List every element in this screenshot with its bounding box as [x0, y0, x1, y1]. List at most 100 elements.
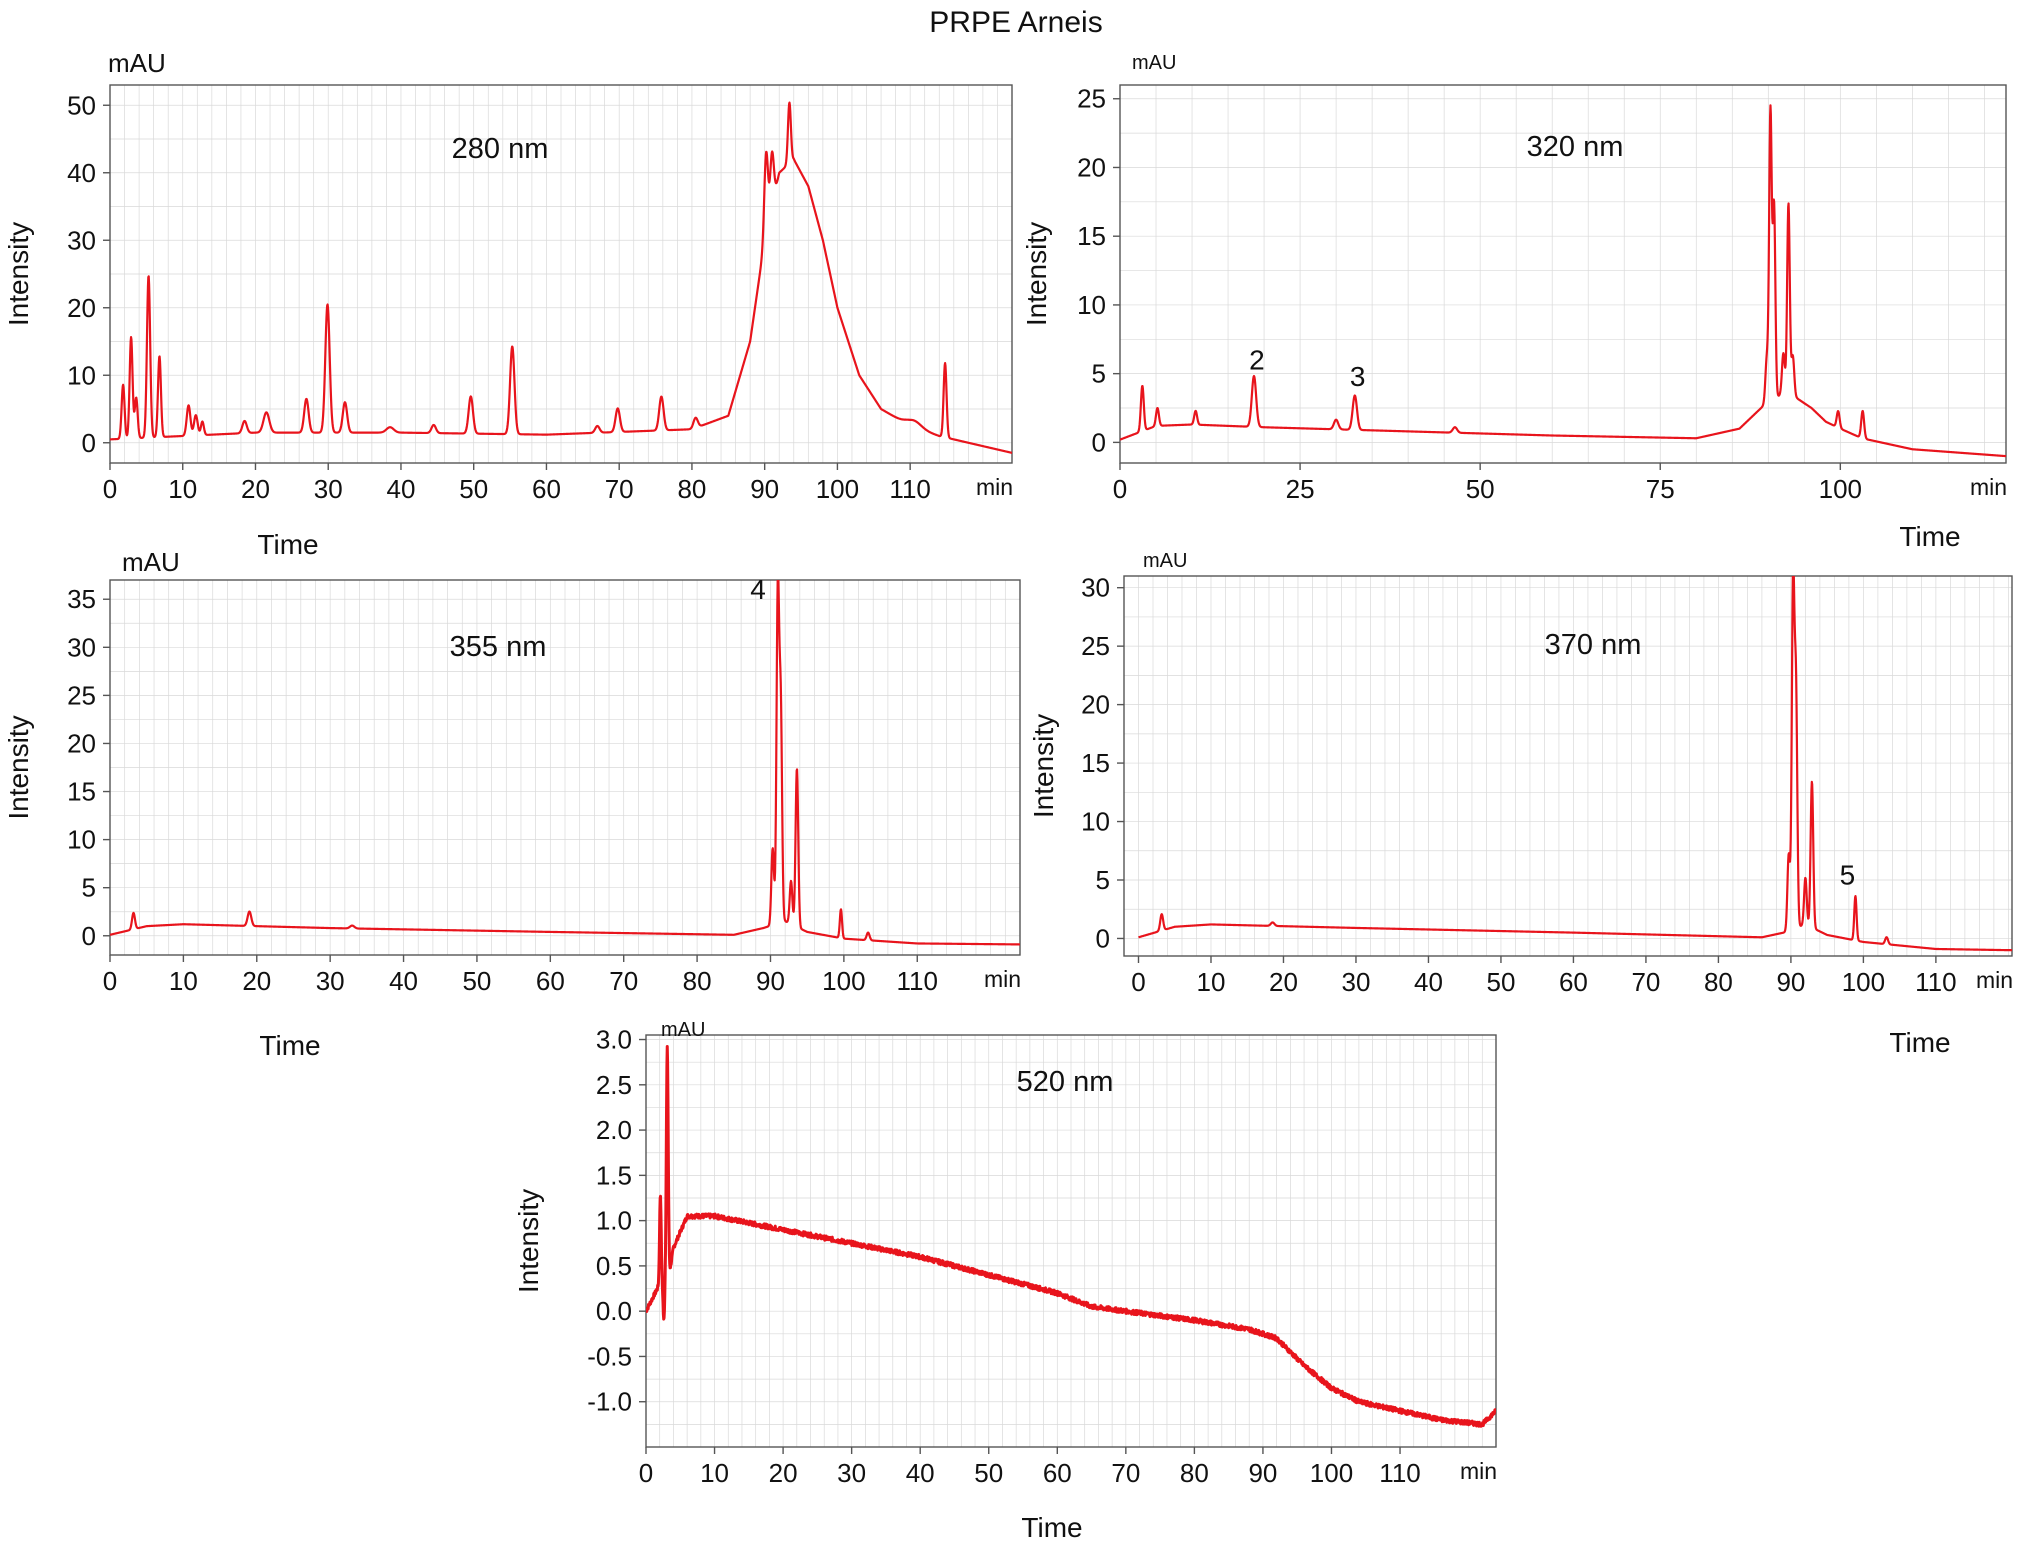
y-tick-label: 15 — [1081, 748, 1110, 778]
figure-title: PRPE Arneis — [929, 6, 1103, 39]
chart-panel-5: 0 10 20 30 40 50 60 70 80 90 100 110 min -1.0 -0.5 0.0 0… — [513, 1019, 1497, 1543]
y-tick-label: 10 — [67, 825, 96, 855]
y-tick-label: 20 — [1081, 690, 1110, 720]
x-unit-label: min — [1976, 967, 2013, 993]
x-tick-label: 110 — [1915, 967, 1956, 997]
y-unit-label: mAU — [1143, 550, 1187, 572]
y-unit-label: mAU — [1132, 52, 1176, 74]
x-tick-label: 0 — [103, 966, 117, 996]
y-tick-label: 0 — [1096, 923, 1110, 953]
x-tick-label: 10 — [169, 966, 198, 996]
panel-title: 520 nm — [1017, 1066, 1114, 1098]
x-tick-label: 90 — [1248, 1458, 1277, 1488]
x-tick-label: 100 — [816, 474, 859, 504]
y-unit-label: mAU — [661, 1019, 705, 1041]
y-tick-label: 20 — [67, 728, 96, 758]
x-unit-label: min — [984, 966, 1021, 992]
y-tick-label: 20 — [1077, 152, 1106, 182]
chromatogram-trace — [1120, 104, 2006, 458]
y-tick-label: 3.0 — [596, 1025, 632, 1055]
y-tick-label: 40 — [67, 158, 96, 188]
x-tick-label: 80 — [683, 966, 712, 996]
peak-annotation: 2 — [1249, 345, 1265, 376]
x-tick-label: 30 — [314, 474, 343, 504]
y-tick-label: 0 — [82, 921, 96, 951]
y-tick-label: 30 — [1081, 573, 1110, 603]
y-tick-label: 30 — [67, 225, 96, 255]
x-axis-label: Time — [1889, 1027, 1950, 1058]
y-tick-label: 10 — [1077, 290, 1106, 320]
chromatogram-trace — [646, 1045, 1496, 1428]
y-tick-label: 25 — [1077, 84, 1106, 114]
x-tick-label: 90 — [1776, 967, 1805, 997]
x-tick-label: 10 — [700, 1458, 729, 1488]
x-tick-label: 40 — [387, 474, 416, 504]
x-tick-label: 100 — [1842, 967, 1885, 997]
chromatogram-trace — [110, 101, 1012, 454]
x-tick-label: 60 — [1559, 967, 1588, 997]
y-axis-label: Intensity — [1021, 222, 1052, 326]
x-tick-label: 10 — [168, 474, 197, 504]
y-tick-label: 5 — [1092, 359, 1106, 389]
y-axis-label: Intensity — [3, 715, 34, 819]
peak-annotation: 4 — [750, 574, 766, 605]
x-tick-label: 50 — [974, 1458, 1003, 1488]
x-tick-label: 90 — [756, 966, 785, 996]
plot-frame — [1123, 575, 2013, 957]
x-unit-label: min — [1970, 474, 2007, 500]
x-tick-label: 60 — [532, 474, 561, 504]
x-tick-label: 70 — [609, 966, 638, 996]
x-tick-label: 40 — [906, 1458, 935, 1488]
x-tick-label: 20 — [241, 474, 270, 504]
x-tick-label: 70 — [605, 474, 634, 504]
y-tick-label: -0.5 — [587, 1341, 632, 1371]
x-tick-label: 50 — [459, 474, 488, 504]
x-tick-label: 80 — [1704, 967, 1733, 997]
chromatogram-trace — [1137, 576, 2012, 952]
panel-title: 280 nm — [452, 133, 549, 165]
chart-panel-1: 0 10 20 30 40 50 60 70 80 90 100 110 min 0 10 20 30 40 50 m… — [3, 48, 1013, 560]
plot-frame — [109, 579, 1021, 956]
x-tick-label: 20 — [769, 1458, 798, 1488]
y-tick-label: 20 — [67, 293, 96, 323]
x-tick-label: 40 — [1414, 967, 1443, 997]
y-tick-label: 0 — [82, 428, 96, 458]
panel-title: 370 nm — [1545, 629, 1642, 661]
x-tick-label: 0 — [1131, 967, 1145, 997]
y-tick-label: 25 — [67, 680, 96, 710]
x-tick-label: 80 — [677, 474, 706, 504]
chart-panel-4: 0 10 20 30 40 50 60 70 80 90 100 110 min 0 5 10 15 20 25 30… — [1028, 550, 2013, 1058]
x-tick-label: 60 — [1043, 1458, 1072, 1488]
y-tick-label: 50 — [67, 90, 96, 120]
x-tick-label: 110 — [897, 966, 938, 996]
x-axis-label: Time — [259, 1030, 320, 1061]
plot-frame — [645, 1034, 1497, 1448]
peak-annotation: 3 — [1350, 361, 1366, 392]
y-tick-label: 0.5 — [596, 1251, 632, 1281]
x-tick-label: 100 — [1819, 474, 1862, 504]
x-tick-label: 50 — [1466, 474, 1495, 504]
y-tick-label: 35 — [67, 584, 96, 614]
y-tick-label: 15 — [1077, 221, 1106, 251]
x-tick-label: 20 — [1269, 967, 1298, 997]
x-tick-label: 100 — [1310, 1458, 1353, 1488]
x-tick-label: 60 — [536, 966, 565, 996]
x-tick-label: 30 — [316, 966, 345, 996]
x-tick-label: 30 — [837, 1458, 866, 1488]
y-tick-label: -1.0 — [587, 1387, 632, 1417]
chromatogram-trace — [110, 580, 1020, 946]
x-tick-label: 20 — [242, 966, 271, 996]
x-tick-label: 0 — [639, 1458, 653, 1488]
y-tick-label: 10 — [67, 360, 96, 390]
y-tick-label: 30 — [67, 632, 96, 662]
x-tick-label: 110 — [889, 474, 930, 504]
y-tick-label: 10 — [1081, 807, 1110, 837]
y-tick-label: 1.0 — [596, 1206, 632, 1236]
y-axis-label: Intensity — [513, 1189, 544, 1293]
y-tick-label: 2.0 — [596, 1115, 632, 1145]
x-tick-label: 50 — [462, 966, 491, 996]
y-tick-label: 1.5 — [596, 1160, 632, 1190]
x-tick-label: 80 — [1180, 1458, 1209, 1488]
x-tick-label: 30 — [1342, 967, 1371, 997]
